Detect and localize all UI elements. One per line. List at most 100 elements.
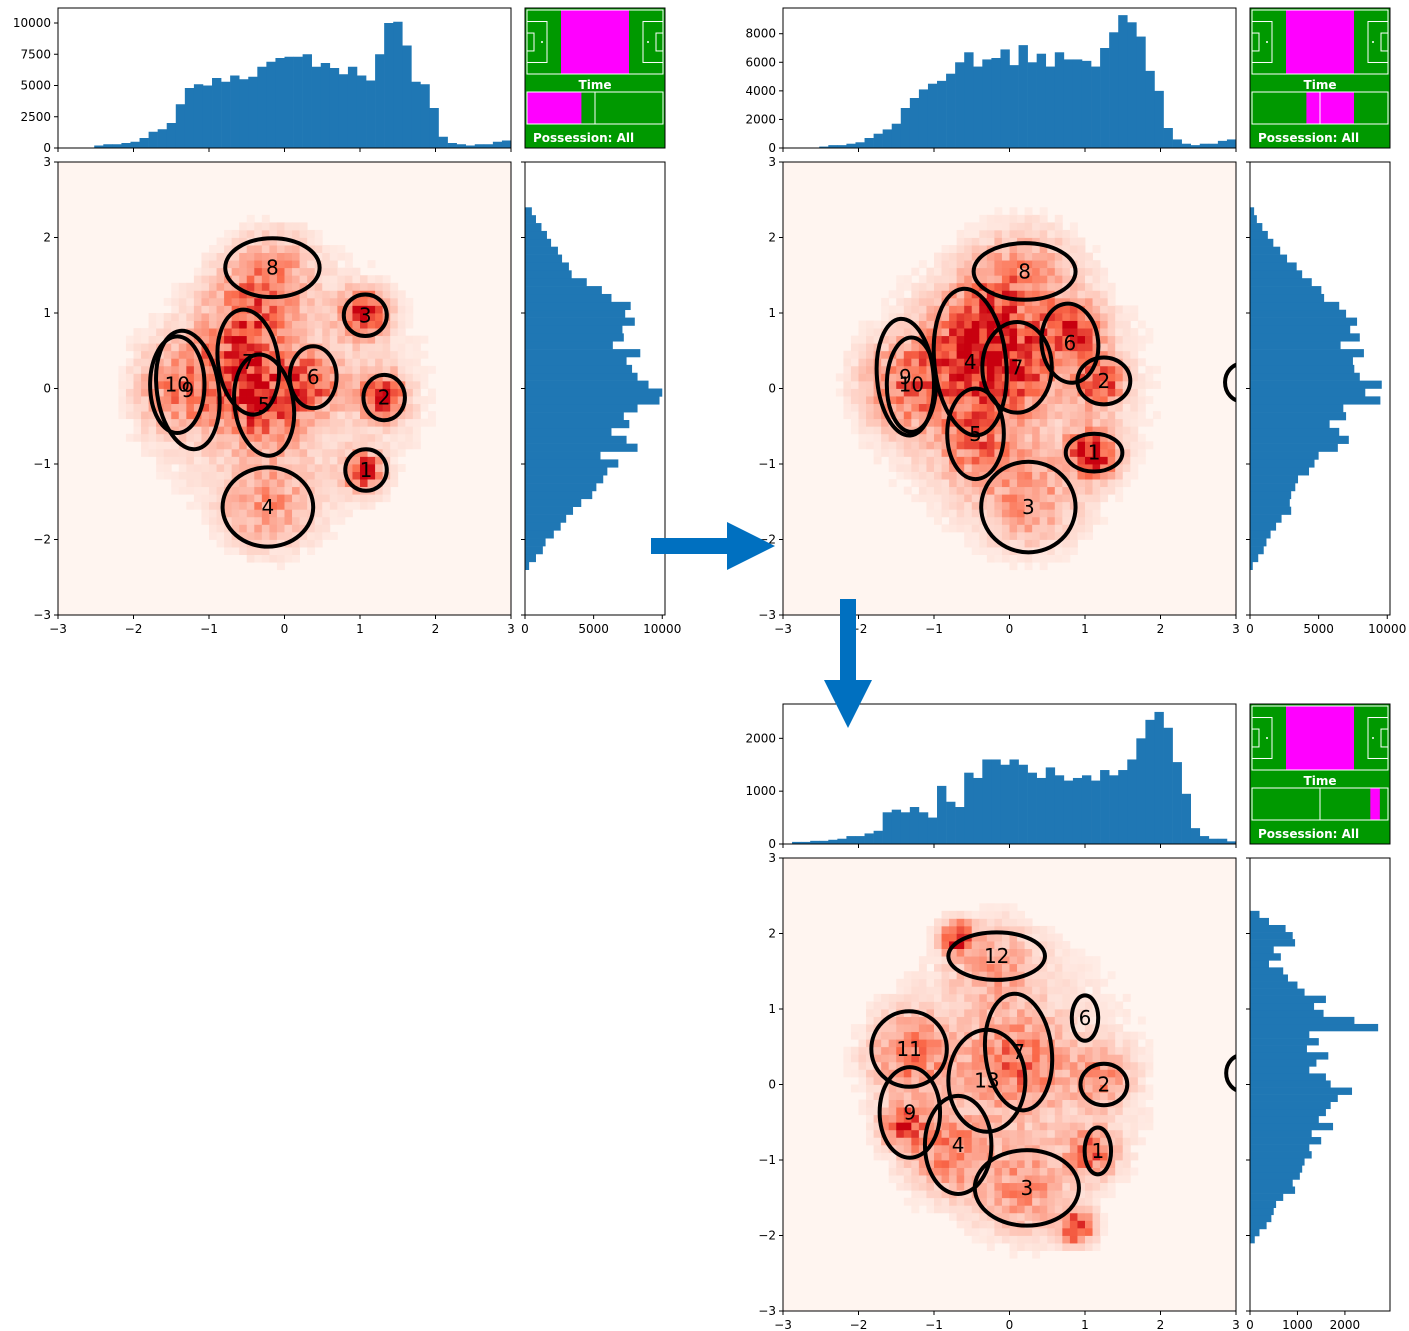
heatmap-cell <box>1077 245 1086 253</box>
heatmap-cell <box>292 267 300 276</box>
heatmap-cell <box>1047 501 1056 510</box>
heatmap-cell <box>994 993 1003 1002</box>
heatmap-cell <box>1039 1205 1048 1214</box>
selected-time-range <box>1370 788 1380 820</box>
heatmap-cell <box>1069 350 1078 359</box>
heatmap-cell <box>216 275 225 284</box>
heatmap-cell <box>284 260 293 269</box>
heatmap-cell <box>896 358 905 367</box>
heatmap-cell <box>163 403 172 412</box>
heatmap-cell <box>307 531 316 540</box>
heatmap-cell <box>1024 290 1033 299</box>
heatmap-cell <box>201 418 210 427</box>
heatmap-cell <box>405 343 414 352</box>
heatmap-cell <box>163 365 172 374</box>
heatmap-cell <box>201 335 210 344</box>
heatmap-cell <box>986 1220 995 1229</box>
heatmap-cell <box>1054 456 1063 465</box>
heatmap-cell <box>1017 509 1025 518</box>
heatmap-cell <box>1092 245 1101 253</box>
heatmap-cell <box>1107 1054 1116 1063</box>
heatmap-cell <box>193 373 202 382</box>
heatmap-cell <box>873 1069 882 1078</box>
heatmap-cell <box>1039 464 1048 472</box>
heatmap-cell <box>367 396 376 404</box>
histogram-bar <box>882 812 893 844</box>
heatmap-cell <box>118 411 127 420</box>
heatmap-cell <box>307 305 316 314</box>
heatmap-cell <box>1130 441 1139 450</box>
heatmap-cell <box>1062 516 1071 525</box>
heatmap-cell <box>926 1001 935 1010</box>
heatmap-cell <box>1017 1046 1025 1055</box>
heatmap-cell <box>873 433 882 442</box>
heatmap-cell <box>881 1046 890 1055</box>
selected-zone <box>1286 10 1354 74</box>
heatmap-cell <box>314 297 323 306</box>
heatmap-cell <box>964 1039 973 1048</box>
histogram-bar <box>525 530 554 539</box>
heatmap-cell <box>337 328 346 337</box>
heatmap-cell <box>1009 1235 1018 1244</box>
heatmap-cell <box>299 471 308 480</box>
heatmap-cell <box>1085 1182 1093 1191</box>
heatmap-cell <box>971 1016 980 1025</box>
hist-y-tick-label: 10000 <box>13 16 51 30</box>
heatmap-cell <box>979 328 988 337</box>
heatmap-cell <box>412 373 421 382</box>
heatmap-cell <box>896 1016 905 1025</box>
heatmap-cell <box>979 426 988 435</box>
heatmap-cell <box>1024 471 1033 480</box>
heatmap-cell <box>888 448 897 457</box>
histogram-bar <box>964 772 974 844</box>
histogram-bar <box>1208 143 1219 148</box>
histogram-bar <box>1127 759 1137 844</box>
heatmap-cell <box>382 396 391 404</box>
histogram-bar <box>1250 1094 1338 1102</box>
heatmap-cell <box>1032 993 1041 1002</box>
heatmap-cell <box>1145 373 1154 382</box>
heatmap-cell <box>1017 1009 1025 1017</box>
heatmap-cell <box>322 486 331 495</box>
heatmap-cell <box>1069 403 1078 412</box>
heatmap-cell <box>1054 1197 1063 1206</box>
heatmap-cell <box>1054 328 1063 337</box>
heatmap-cell <box>412 365 421 374</box>
heatmap-cell <box>231 335 240 344</box>
heatmap-cell <box>1137 320 1146 329</box>
heatmap-cell <box>329 456 338 465</box>
heatmap-cell <box>276 562 285 571</box>
heatmap-cell <box>934 1031 942 1040</box>
heatmap-cell <box>911 282 920 291</box>
heatmap-cell <box>941 941 950 949</box>
heatmap-cell <box>918 986 927 995</box>
heatmap-cell <box>307 350 316 359</box>
histogram-bar <box>525 459 619 468</box>
heatmap-cell <box>201 282 210 291</box>
heatmap-cell <box>971 978 980 987</box>
heatmap-cell <box>307 471 316 480</box>
heatmap-cell <box>934 1152 942 1161</box>
heatmap-cell <box>918 479 927 488</box>
heatmap-cell <box>1017 396 1025 404</box>
heatmap-cell <box>941 1122 950 1131</box>
heatmap-cell <box>971 1160 980 1168</box>
heatmap-cell <box>1024 1197 1033 1206</box>
heatmap-cell <box>344 464 353 472</box>
heatmap-cell <box>292 441 300 450</box>
heatmap-cell <box>866 1122 874 1131</box>
histogram-bar <box>193 84 204 148</box>
heatmap-cell <box>337 486 346 495</box>
heatmap-cell <box>276 380 285 389</box>
heatmap-cell <box>284 456 293 465</box>
heatmap-cell <box>1032 426 1041 435</box>
heatmap-cell <box>292 494 300 503</box>
heatmap-cell <box>148 373 157 382</box>
heatmap-cell <box>1069 471 1078 480</box>
heatmap-cell <box>1047 237 1056 246</box>
histogram-bar <box>525 561 530 570</box>
heatmap-cell <box>329 396 338 404</box>
heatmap-cell <box>971 328 980 337</box>
heatmap-cell <box>971 343 980 352</box>
heatmap-cell <box>1024 1001 1033 1010</box>
